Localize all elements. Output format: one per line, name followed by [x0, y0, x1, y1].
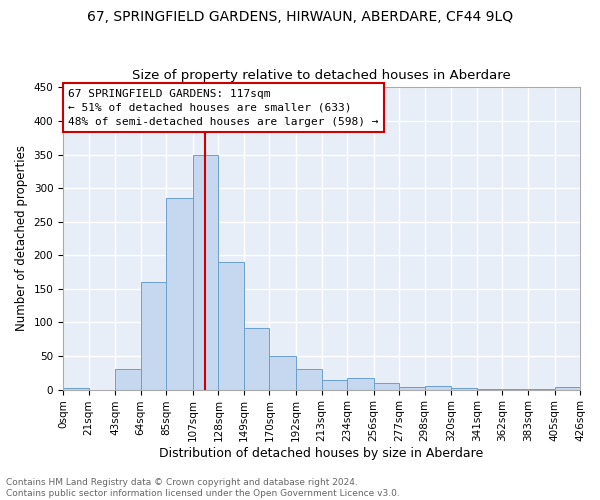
Bar [218, 262, 244, 390]
Bar [451, 388, 477, 390]
Bar [193, 154, 218, 390]
Bar [347, 378, 374, 390]
Bar [140, 282, 166, 390]
Bar [425, 386, 451, 390]
Text: 67, SPRINGFIELD GARDENS, HIRWAUN, ABERDARE, CF44 9LQ: 67, SPRINGFIELD GARDENS, HIRWAUN, ABERDA… [87, 10, 513, 24]
X-axis label: Distribution of detached houses by size in Aberdare: Distribution of detached houses by size … [160, 447, 484, 460]
Bar [477, 389, 502, 390]
Bar [269, 356, 296, 390]
Bar [502, 389, 528, 390]
Bar [166, 198, 193, 390]
Bar [528, 389, 554, 390]
Bar [244, 328, 269, 390]
Bar [554, 387, 580, 390]
Bar [115, 370, 140, 390]
Bar [374, 383, 399, 390]
Text: Contains HM Land Registry data © Crown copyright and database right 2024.
Contai: Contains HM Land Registry data © Crown c… [6, 478, 400, 498]
Bar [63, 388, 89, 390]
Y-axis label: Number of detached properties: Number of detached properties [15, 146, 28, 332]
Bar [399, 387, 425, 390]
Bar [296, 370, 322, 390]
Title: Size of property relative to detached houses in Aberdare: Size of property relative to detached ho… [132, 69, 511, 82]
Text: 67 SPRINGFIELD GARDENS: 117sqm
← 51% of detached houses are smaller (633)
48% of: 67 SPRINGFIELD GARDENS: 117sqm ← 51% of … [68, 89, 379, 127]
Bar [322, 380, 347, 390]
